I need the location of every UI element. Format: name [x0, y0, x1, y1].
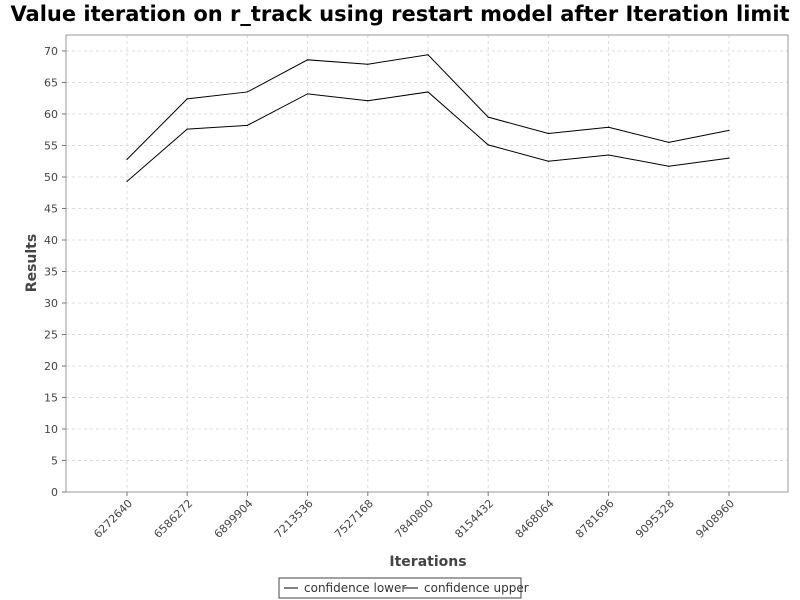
legend-label-confidence-lower: confidence lower — [304, 581, 406, 595]
data-point — [728, 157, 730, 159]
y-tick-label: 10 — [44, 423, 58, 436]
data-point — [427, 91, 429, 93]
y-tick-label: 60 — [44, 108, 58, 121]
data-point — [246, 91, 248, 93]
data-point — [668, 141, 670, 143]
data-point — [307, 59, 309, 61]
data-point — [487, 144, 489, 146]
data-point — [427, 54, 429, 56]
data-point — [126, 180, 128, 183]
y-tick-label: 5 — [51, 455, 58, 468]
y-tick-label: 25 — [44, 329, 58, 342]
x-tick-label: 8154432 — [452, 497, 496, 541]
y-tick-label: 30 — [44, 297, 58, 310]
y-tick-label: 50 — [44, 171, 58, 184]
plot-area — [65, 34, 789, 493]
data-point — [608, 154, 610, 156]
data-point — [608, 126, 610, 128]
chart-title: Value iteration on r_track using restart… — [10, 2, 789, 26]
x-tick-label: 7527168 — [332, 497, 376, 541]
y-tick-label: 65 — [44, 77, 58, 90]
data-point — [246, 124, 248, 126]
data-point — [728, 129, 730, 131]
data-point — [126, 158, 128, 160]
x-tick-label: 6899904 — [212, 497, 256, 541]
y-tick-label: 45 — [44, 203, 58, 216]
data-point — [367, 63, 369, 65]
legend: confidence lower confidence upper — [278, 577, 529, 599]
x-tick-label: 7213536 — [272, 497, 316, 541]
x-axis-label: Iterations — [389, 554, 466, 570]
x-tick-label: 6586272 — [151, 497, 195, 541]
y-tick-label: 70 — [44, 45, 58, 58]
y-tick-label: 0 — [51, 486, 58, 499]
y-tick-label: 40 — [44, 234, 58, 247]
data-point — [307, 93, 309, 95]
y-axis: 0 5 10 15 20 25 30 35 40 45 50 55 60 65 70 — [44, 45, 66, 499]
data-point — [547, 160, 550, 162]
y-tick-label: 35 — [44, 266, 58, 279]
x-tick-label: 7840800 — [392, 497, 436, 541]
legend-box — [278, 577, 522, 599]
x-tick-label: 8468064 — [513, 497, 557, 541]
data-point — [668, 165, 670, 167]
y-tick-label: 15 — [44, 392, 58, 405]
x-tick-label: 9095328 — [633, 497, 677, 541]
x-tick-label: 8781696 — [573, 497, 617, 541]
grid — [66, 35, 788, 493]
y-axis-label: Results — [24, 234, 40, 292]
data-point — [186, 98, 188, 100]
series-group — [126, 54, 730, 183]
x-tick-label: 6272640 — [91, 497, 135, 541]
x-tick-label: 9408960 — [693, 497, 737, 541]
data-point — [487, 116, 489, 118]
y-tick-label: 55 — [44, 140, 58, 153]
data-point — [367, 100, 369, 102]
data-point — [186, 128, 188, 130]
y-tick-label: 20 — [44, 360, 58, 373]
data-point — [547, 132, 550, 135]
x-axis: 6272640 6586272 6899904 7213536 7527168 78408… — [91, 492, 737, 541]
legend-label-confidence-upper: confidence upper — [424, 581, 529, 595]
